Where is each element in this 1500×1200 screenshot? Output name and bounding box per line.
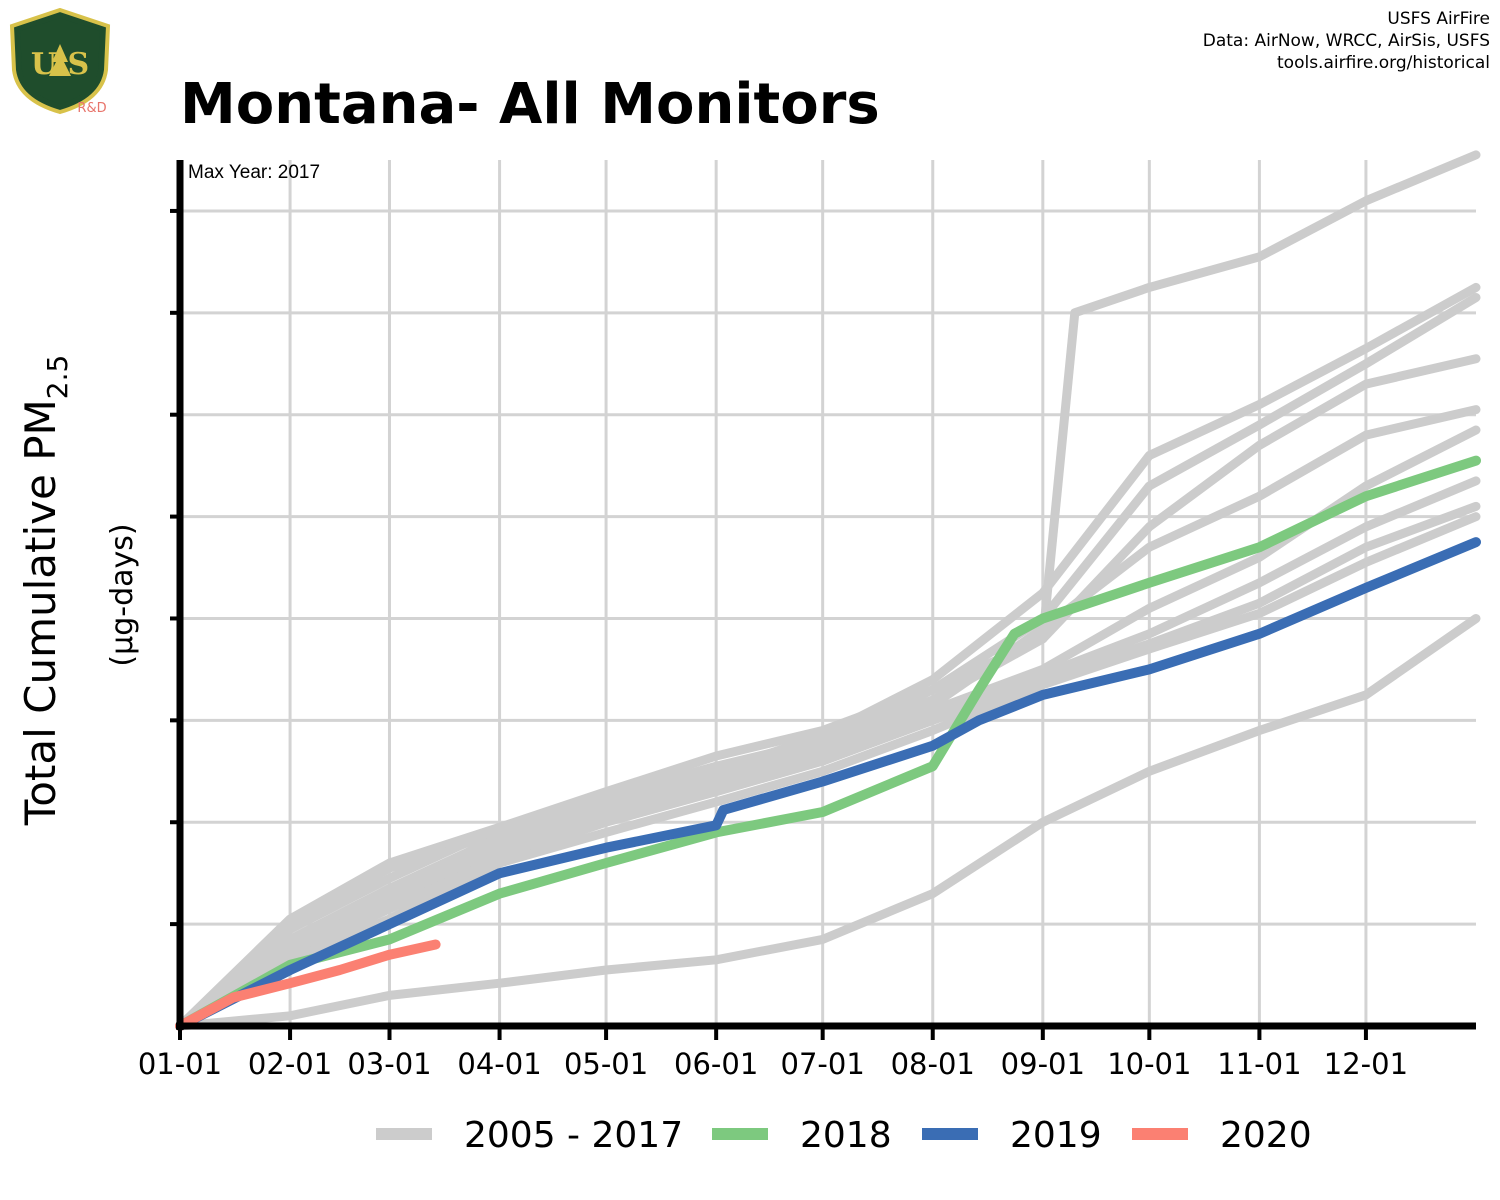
legend-label: 2019 — [1010, 1115, 1102, 1156]
x-tick-label: 04-01 — [457, 1047, 541, 1081]
x-tick-label: 09-01 — [1001, 1047, 1085, 1081]
series-line-2005-2017 — [175, 476, 1481, 1031]
x-tick-label: 03-01 — [347, 1047, 431, 1081]
x-tick-label: 11-01 — [1217, 1047, 1301, 1081]
logo-tag: R&D — [77, 101, 106, 116]
y-axis-label-subscript: 2.5 — [41, 355, 74, 400]
legend: 2005 - 2017 2018 2019 2020 — [376, 1115, 1312, 1156]
y-axis-units-label: (µg-days) — [105, 523, 140, 666]
tree-icon — [49, 44, 71, 76]
series-layer — [175, 150, 1481, 1031]
max-year-annotation: Max Year: 2017 — [188, 162, 320, 183]
chart-title: Montana- All Monitors — [180, 72, 880, 137]
series-line-2005-2017 — [175, 425, 1481, 1031]
credit-line-url: tools.airfire.org/historical — [1277, 53, 1490, 73]
series-line-2018 — [175, 455, 1481, 1031]
x-tick-label: 01-01 — [138, 1047, 222, 1081]
y-axis-units: (µg-days) — [105, 523, 140, 666]
x-tick-label: 10-01 — [1107, 1047, 1191, 1081]
series-line-2005-2017 — [175, 501, 1481, 1031]
series-line-2005-2017 — [175, 405, 1481, 1031]
series-line-2005-2017 — [175, 282, 1481, 1031]
series-line-2020 — [175, 939, 441, 1031]
legend-label: 2018 — [800, 1115, 892, 1156]
credit-line-data: Data: AirNow, WRCC, AirSis, USFS — [1202, 31, 1490, 51]
x-tick-label: 07-01 — [781, 1047, 865, 1081]
x-tick-label: 12-01 — [1324, 1047, 1408, 1081]
y-axis-title: Total Cumulative PM2.5 — [16, 355, 74, 827]
x-tick-label: 08-01 — [891, 1047, 975, 1081]
x-tick-label: 02-01 — [248, 1047, 332, 1081]
x-tick-labels: 01-01 02-01 03-01 04-01 05-01 06-01 07-01 08-01… — [138, 1047, 1408, 1081]
legend-label: 2020 — [1220, 1115, 1312, 1156]
legend-label: 2005 - 2017 — [464, 1115, 683, 1156]
x-tick-label: 06-01 — [674, 1047, 758, 1081]
series-line-2005-2017 — [175, 614, 1481, 1031]
svg-text:Total Cumulative PM2.5: Total Cumulative PM2.5 — [16, 355, 74, 827]
series-line-2005-2017 — [175, 354, 1481, 1031]
axes — [170, 160, 1476, 1040]
series-line-2019 — [175, 537, 1481, 1031]
credits: USFS AirFire Data: AirNow, WRCC, AirSis,… — [1203, 8, 1490, 74]
usfs-logo: U S R&D — [9, 8, 111, 116]
y-axis-label: Total Cumulative PM — [16, 399, 65, 826]
x-tick-label: 05-01 — [564, 1047, 648, 1081]
credit-line-source: USFS AirFire — [1387, 9, 1490, 29]
